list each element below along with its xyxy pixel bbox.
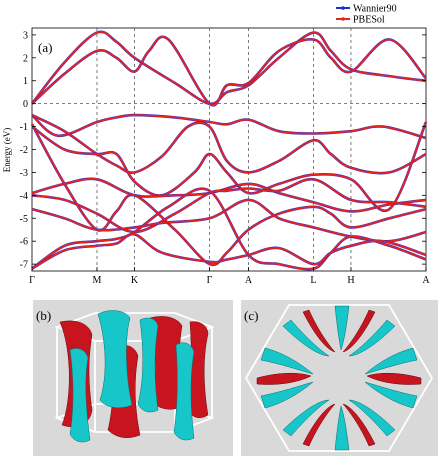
legend-label: PBESol [353,15,385,26]
kpoint-label: A [422,275,430,286]
y-tick-label: -4 [20,191,28,202]
petal-group-cyan [260,305,418,451]
legend-label: Wannier90 [353,4,397,15]
petal-group-red [256,309,422,447]
band-wannier90-1 [31,35,427,107]
y-axis-label: Energy (eV) [2,128,12,173]
y-tick-label: -2 [20,145,28,156]
fermi-surface-3d-panel: (b) [33,300,233,456]
y-tick-label: -1 [20,122,28,133]
kpoint-label: L [310,275,316,286]
y-tick-label: -7 [20,260,28,271]
legend-marker [341,6,345,10]
band-pbesol-0 [31,30,427,105]
kpoint-label: M [93,275,102,286]
kpoint-label: H [347,275,354,286]
kpoint-label: K [131,275,139,286]
fermi-surface-top-panel: (c) [241,300,438,456]
band-pbesol-3 [31,114,427,174]
band-pbesol-1 [31,35,427,107]
y-axis: 3 2 1 0 -1 -2 -3 -4 -5 -6 -7 [20,30,426,271]
y-tick-label: -6 [20,237,28,248]
y-tick-label: -3 [20,168,28,179]
y-tick-label: 1 [23,76,28,87]
band-pbesol-6 [31,178,427,233]
hexagonal-zone-outline [244,304,434,452]
band-wannier90-2 [31,113,427,140]
panel-label-c: (c) [244,308,258,323]
bands [30,30,428,271]
kpoint-label: Γ [29,275,35,286]
kpoint-label: A [245,275,253,286]
band-pbesol-9 [31,187,427,271]
band-pbesol-5 [31,177,427,213]
kpoint-label: Γ [207,275,213,286]
fermi-petals [256,305,422,451]
panel-label-a: (a) [38,40,52,55]
band-wannier90-0 [30,30,427,106]
cyan-fermi-sheets [69,310,195,443]
y-tick-label: 2 [23,53,28,64]
y-tick-label: 3 [23,30,28,41]
panel-label-b: (b) [36,308,51,323]
band-pbesol-4 [31,121,427,212]
band-pbesol-10 [31,233,427,270]
y-tick-label: 0 [23,99,28,110]
band-wannier90-4 [31,121,428,213]
y-tick-label: -5 [20,214,28,225]
band-pbesol-2 [31,114,427,139]
high-symmetry-lines [96,28,352,271]
legend-marker [341,17,345,21]
